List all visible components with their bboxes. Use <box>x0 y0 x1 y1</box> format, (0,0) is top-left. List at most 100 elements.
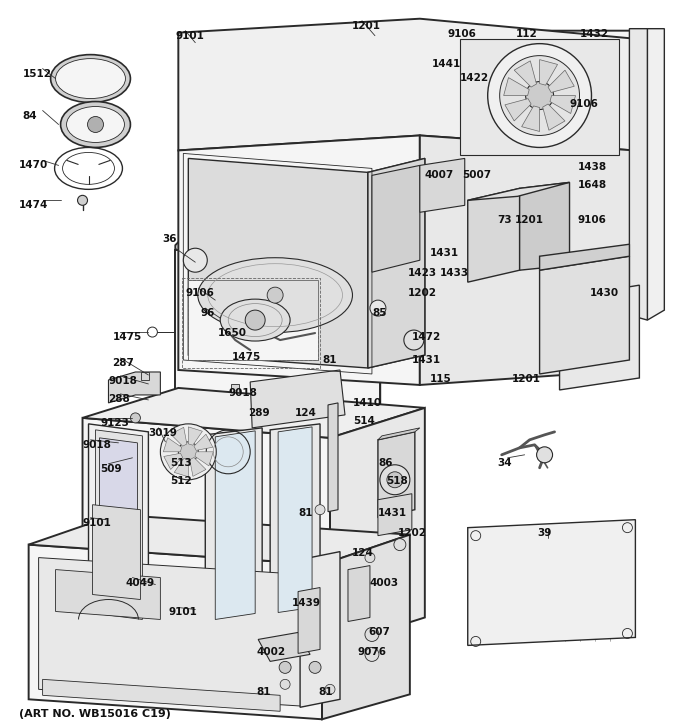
Text: 1475: 1475 <box>112 332 141 342</box>
Circle shape <box>267 287 283 303</box>
Bar <box>188 280 318 360</box>
Ellipse shape <box>67 106 124 143</box>
Ellipse shape <box>198 258 352 332</box>
Circle shape <box>280 679 290 689</box>
Polygon shape <box>330 408 425 647</box>
Text: 1201: 1201 <box>352 21 381 30</box>
Polygon shape <box>175 30 634 355</box>
Circle shape <box>178 442 199 462</box>
Circle shape <box>370 300 386 316</box>
Polygon shape <box>468 520 635 645</box>
Polygon shape <box>270 424 320 618</box>
Polygon shape <box>520 182 570 270</box>
Polygon shape <box>43 679 280 711</box>
Bar <box>182 278 320 368</box>
Text: 288: 288 <box>109 394 131 404</box>
Circle shape <box>380 465 410 494</box>
Text: 1438: 1438 <box>577 162 607 172</box>
Text: 9018: 9018 <box>228 388 257 398</box>
Polygon shape <box>522 106 540 132</box>
Text: 1422: 1422 <box>460 72 489 83</box>
Text: 1474: 1474 <box>18 201 48 211</box>
Polygon shape <box>514 61 537 87</box>
Text: 81: 81 <box>322 355 337 365</box>
Text: 1650: 1650 <box>218 328 248 338</box>
Text: 1431: 1431 <box>412 355 441 365</box>
Text: (ART NO. WB15016 C19): (ART NO. WB15016 C19) <box>18 710 171 719</box>
Polygon shape <box>174 458 188 477</box>
Polygon shape <box>630 29 647 320</box>
Bar <box>231 384 239 392</box>
Circle shape <box>365 647 379 662</box>
Bar <box>188 280 318 360</box>
Polygon shape <box>171 427 187 446</box>
Polygon shape <box>468 182 570 201</box>
Text: 1431: 1431 <box>430 248 459 258</box>
Text: 9123: 9123 <box>101 418 129 428</box>
Ellipse shape <box>50 54 131 103</box>
Text: 1202: 1202 <box>408 288 437 298</box>
Circle shape <box>131 413 140 423</box>
Polygon shape <box>460 38 619 156</box>
Text: 86: 86 <box>378 458 392 468</box>
Polygon shape <box>420 159 464 212</box>
Polygon shape <box>372 165 420 272</box>
Polygon shape <box>368 159 425 368</box>
Text: 1441: 1441 <box>432 59 461 69</box>
Polygon shape <box>56 570 160 620</box>
Circle shape <box>526 82 554 109</box>
Polygon shape <box>540 59 558 85</box>
Text: 289: 289 <box>248 408 270 418</box>
Text: 1202: 1202 <box>398 528 427 538</box>
Polygon shape <box>164 453 183 469</box>
Polygon shape <box>278 427 312 613</box>
Polygon shape <box>82 388 425 438</box>
Circle shape <box>500 56 579 135</box>
Ellipse shape <box>220 299 290 341</box>
Text: 73: 73 <box>498 215 512 225</box>
Bar <box>141 372 150 380</box>
Text: 39: 39 <box>538 528 552 538</box>
Text: 509: 509 <box>101 464 122 473</box>
Ellipse shape <box>56 59 125 98</box>
Text: 1648: 1648 <box>577 180 607 190</box>
Polygon shape <box>258 633 310 662</box>
Text: 115: 115 <box>430 374 452 384</box>
Polygon shape <box>29 544 322 719</box>
Polygon shape <box>178 19 634 151</box>
Text: 1430: 1430 <box>590 288 619 298</box>
Polygon shape <box>175 251 380 500</box>
Text: 1410: 1410 <box>353 398 382 408</box>
Polygon shape <box>188 159 368 368</box>
Text: 9106: 9106 <box>570 98 598 109</box>
Text: 1201: 1201 <box>515 215 543 225</box>
Text: 9106: 9106 <box>447 29 477 38</box>
Text: 9018: 9018 <box>82 440 112 450</box>
Text: 1431: 1431 <box>378 508 407 518</box>
Polygon shape <box>348 565 370 621</box>
Polygon shape <box>190 458 206 476</box>
Polygon shape <box>216 431 255 620</box>
Text: 518: 518 <box>386 476 407 486</box>
Text: 4007: 4007 <box>425 170 454 180</box>
Text: 124: 124 <box>295 408 317 418</box>
Text: 81: 81 <box>318 687 333 697</box>
Polygon shape <box>540 256 630 374</box>
Polygon shape <box>543 104 565 130</box>
Polygon shape <box>505 98 531 121</box>
Text: 9101: 9101 <box>175 30 204 41</box>
Polygon shape <box>250 370 345 428</box>
Text: 1475: 1475 <box>233 352 262 362</box>
Polygon shape <box>548 70 575 93</box>
Text: 512: 512 <box>171 476 192 486</box>
Polygon shape <box>205 428 262 625</box>
Polygon shape <box>178 135 420 385</box>
Text: 1432: 1432 <box>579 29 609 38</box>
Polygon shape <box>163 438 182 452</box>
Text: 1201: 1201 <box>511 374 541 384</box>
Polygon shape <box>300 552 340 707</box>
Polygon shape <box>29 515 410 565</box>
Text: 4049: 4049 <box>125 578 154 588</box>
Circle shape <box>279 662 291 673</box>
Text: 3019: 3019 <box>148 428 177 438</box>
